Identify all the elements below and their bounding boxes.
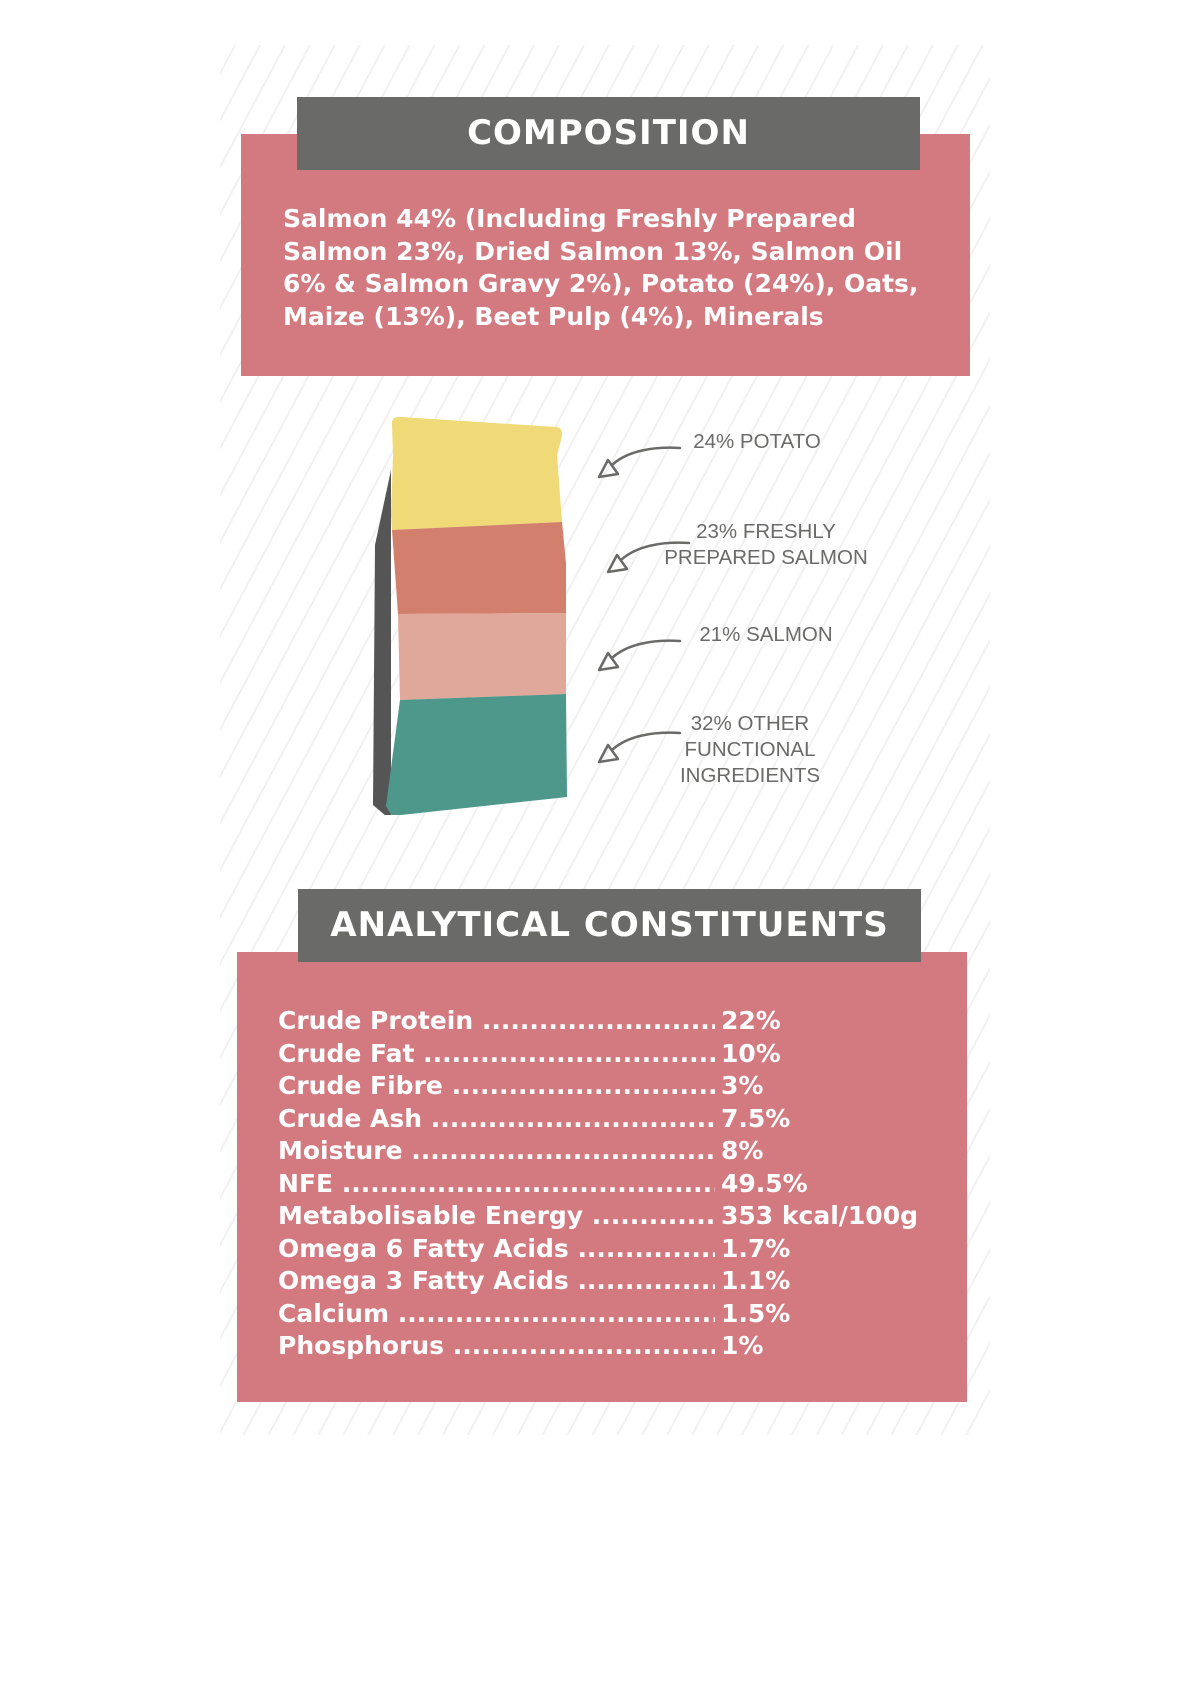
constituent-value: 1.5% <box>721 1298 791 1328</box>
callout-label-line: 23% FRESHLY <box>696 520 836 543</box>
constituent-name: Calcium <box>278 1298 715 1331</box>
constituent-row: Crude Fibre3% <box>278 1070 958 1103</box>
constituent-value: 22% <box>721 1006 781 1035</box>
constituent-name: Crude Ash <box>278 1103 715 1136</box>
constituent-row: Crude Fat10% <box>278 1038 958 1071</box>
callout-label-line: 32% OTHER <box>690 712 810 735</box>
constituent-name: Crude Fibre <box>278 1070 715 1103</box>
composition-text: Salmon 44% (Including Freshly Prepared S… <box>283 204 919 331</box>
constituent-row: Metabolisable Energy353 kcal/100g <box>278 1200 958 1233</box>
constituent-row: Phosphorus1% <box>278 1330 958 1363</box>
constituent-value: 3% <box>721 1071 764 1100</box>
callout-label-line: 21% SALMON <box>699 623 833 646</box>
constituent-name: Metabolisable Energy <box>278 1200 715 1233</box>
callout-label-line: PREPARED SALMON <box>664 546 868 569</box>
callout-label: 24% POTATO <box>693 429 821 455</box>
constituent-name: Omega 6 Fatty Acids <box>278 1233 715 1266</box>
constituent-row: NFE49.5% <box>278 1168 958 1201</box>
constituent-value: 353 kcal/100g <box>721 1201 918 1230</box>
hand-drawn-arrow-icon <box>606 541 691 574</box>
callout-label-line: INGREDIENTS <box>679 764 821 787</box>
bag-layer-fresh-salmon <box>392 522 566 614</box>
constituent-value: 10% <box>721 1038 781 1068</box>
constituent-row: Calcium1.5% <box>278 1298 958 1331</box>
analytical-list: Crude Protein22%Crude Fat10%Crude Fibre3… <box>278 1005 958 1363</box>
callout-label-line: 24% POTATO <box>693 430 821 453</box>
hand-drawn-arrow-icon <box>597 639 682 672</box>
constituent-value: 1% <box>721 1331 764 1360</box>
bag-side <box>373 470 391 815</box>
constituent-row: Omega 6 Fatty Acids1.7% <box>278 1233 958 1266</box>
bag-layer-other <box>386 694 567 815</box>
constituent-name: Crude Protein <box>278 1005 715 1038</box>
constituent-value: 1.7% <box>721 1233 791 1263</box>
constituent-name: Moisture <box>278 1135 715 1168</box>
constituent-value: 1.1% <box>721 1266 791 1295</box>
analytical-title: ANALYTICAL CONSTITUENTS <box>298 889 921 962</box>
callout-label-line: FUNCTIONAL <box>684 738 816 761</box>
bag-layer-potato <box>391 416 563 530</box>
constituent-row: Moisture8% <box>278 1135 958 1168</box>
constituent-name: NFE <box>278 1168 715 1201</box>
constituent-value: 7.5% <box>721 1103 791 1133</box>
bag-layer-salmon <box>398 613 566 700</box>
hand-drawn-arrow-icon <box>597 446 682 479</box>
constituent-row: Crude Ash7.5% <box>278 1103 958 1136</box>
constituent-row: Omega 3 Fatty Acids1.1% <box>278 1265 958 1298</box>
constituent-value: 49.5% <box>721 1168 808 1198</box>
constituent-name: Omega 3 Fatty Acids <box>278 1265 715 1298</box>
constituent-name: Phosphorus <box>278 1330 715 1363</box>
callout-label: 23% FRESHLY PREPARED SALMON <box>664 519 868 571</box>
composition-panel <box>241 134 970 376</box>
composition-title: COMPOSITION <box>297 97 920 170</box>
constituent-row: Crude Protein22% <box>278 1005 958 1038</box>
constituent-value: 8% <box>721 1136 764 1165</box>
food-bag-illustration <box>373 416 567 815</box>
callout-label: 21% SALMON <box>699 622 832 648</box>
callout-label: 32% OTHER FUNCTIONAL INGREDIENTS <box>680 711 820 789</box>
hand-drawn-arrow-icon <box>597 731 682 764</box>
constituent-name: Crude Fat <box>278 1038 715 1071</box>
